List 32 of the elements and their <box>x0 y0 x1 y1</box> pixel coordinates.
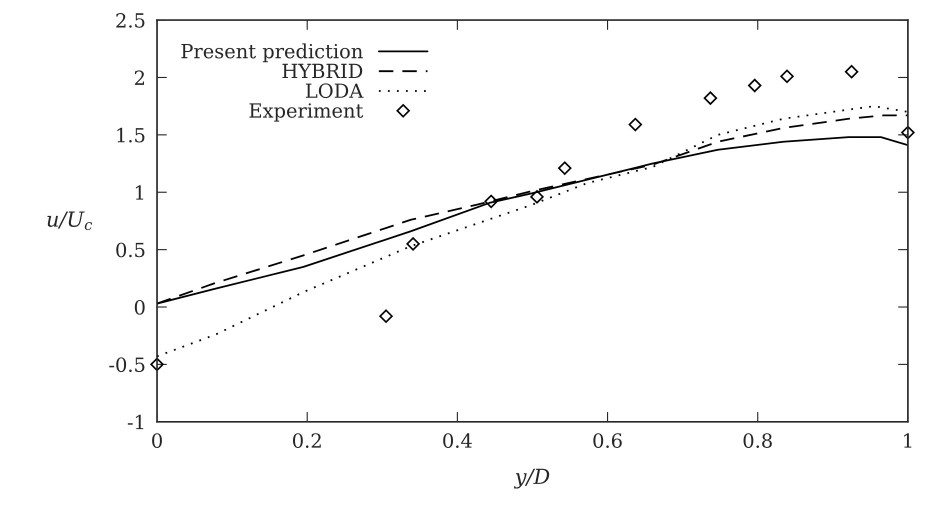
point <box>150 358 164 372</box>
y-tick-label: 2.5 <box>116 13 144 28</box>
y-tick-label: 0 <box>134 300 145 315</box>
point <box>379 309 393 323</box>
y-tick-label: 2 <box>134 70 144 85</box>
legend-label: Present prediction <box>181 43 363 62</box>
legend-label: LODA <box>306 83 364 98</box>
point <box>628 118 642 132</box>
point <box>844 65 858 78</box>
y-axis-title: u/U$_{c}$ <box>47 211 92 230</box>
point <box>901 126 915 140</box>
point <box>558 161 572 175</box>
y-tick-label: 0.5 <box>116 242 144 258</box>
point <box>530 190 544 204</box>
x-tick-label: 0.6 <box>593 433 622 448</box>
x-tick-label: 0.2 <box>293 433 321 448</box>
y-tick-label: -0.5 <box>109 357 144 372</box>
x-tick-label: 0 <box>152 433 162 448</box>
legend-label: HYBRID <box>282 64 362 78</box>
x-tick-label: 0.4 <box>443 433 472 448</box>
point <box>704 91 718 105</box>
y-tick-label: 1.5 <box>117 128 144 143</box>
x-axis-title: y/D <box>514 468 550 489</box>
point <box>406 237 420 251</box>
point <box>748 78 762 92</box>
y-tick-label: -1 <box>128 414 144 430</box>
x-tick-label: 0.8 <box>744 433 772 448</box>
point <box>780 70 794 84</box>
point <box>484 194 498 208</box>
y-tick-label: 1 <box>136 185 144 200</box>
legend-label: Experiment <box>249 103 364 122</box>
x-tick-label: 1 <box>904 433 912 448</box>
